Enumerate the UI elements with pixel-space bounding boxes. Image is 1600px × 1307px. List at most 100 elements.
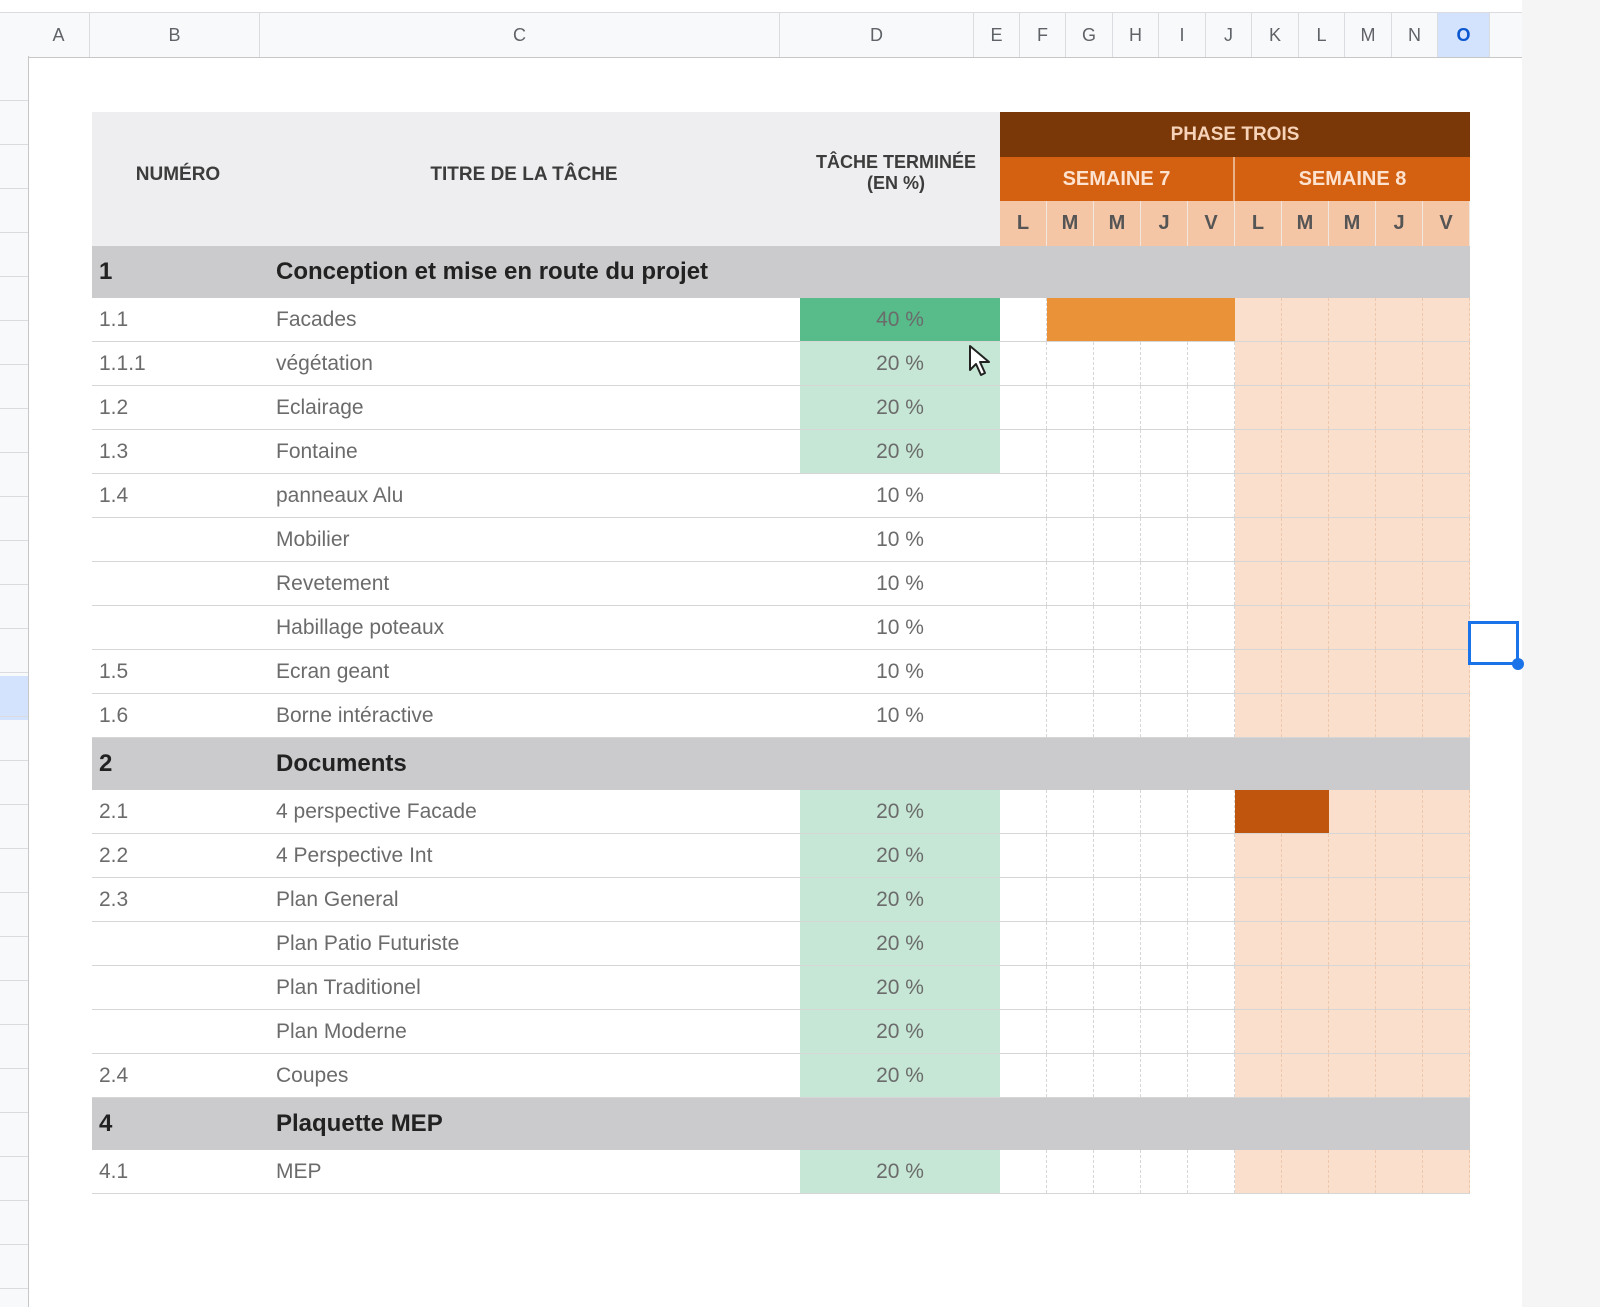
gantt-day-cell[interactable] — [1235, 1054, 1282, 1097]
task-row[interactable]: 1.1.1 végétation 20 % — [92, 342, 1470, 386]
gantt-day-cell[interactable] — [1282, 386, 1329, 429]
gantt-day-cell[interactable] — [1329, 430, 1376, 473]
gantt-day-cell[interactable] — [1000, 342, 1047, 385]
gantt-day-cell[interactable] — [1235, 966, 1282, 1009]
column-header-i[interactable]: I — [1159, 13, 1206, 57]
gantt-day-cell[interactable] — [1188, 834, 1235, 877]
gantt-day-cell[interactable] — [1094, 562, 1141, 605]
gantt-day-cell[interactable] — [1329, 342, 1376, 385]
gantt-day-cell[interactable] — [1329, 386, 1376, 429]
gantt-day-cell[interactable] — [1376, 694, 1423, 737]
gantt-day-cell[interactable] — [1376, 518, 1423, 561]
gantt-day-cell[interactable] — [1282, 922, 1329, 965]
gantt-day-cell[interactable] — [1282, 1150, 1329, 1193]
gantt-day-cell[interactable] — [1376, 386, 1423, 429]
gantt-day-cell[interactable] — [1000, 1010, 1047, 1053]
column-header-n[interactable]: N — [1392, 13, 1438, 57]
gantt-day-cell[interactable] — [1141, 430, 1188, 473]
gantt-day-cell[interactable] — [1141, 1150, 1188, 1193]
gantt-day-cell[interactable] — [1141, 834, 1188, 877]
gantt-day-cell[interactable] — [1329, 562, 1376, 605]
gantt-day-cell[interactable] — [1376, 1150, 1423, 1193]
gantt-day-cell[interactable] — [1423, 1010, 1470, 1053]
column-header-m[interactable]: M — [1345, 13, 1392, 57]
gantt-day-cell[interactable] — [1094, 606, 1141, 649]
column-header-h[interactable]: H — [1113, 13, 1159, 57]
gantt-day-cell[interactable] — [1188, 562, 1235, 605]
gantt-day-cell[interactable] — [1000, 430, 1047, 473]
gantt-day-cell[interactable] — [1094, 1054, 1141, 1097]
task-row[interactable]: 1.2 Eclairage 20 % — [92, 386, 1470, 430]
gantt-day-cell[interactable] — [1423, 878, 1470, 921]
gantt-day-cell[interactable] — [1282, 834, 1329, 877]
gantt-day-cell[interactable] — [1329, 518, 1376, 561]
column-header-b[interactable]: B — [90, 13, 260, 57]
gantt-day-cell[interactable] — [1282, 342, 1329, 385]
gantt-day-cell[interactable] — [1282, 650, 1329, 693]
gantt-day-cell[interactable] — [1000, 298, 1047, 341]
gantt-day-cell[interactable] — [1141, 694, 1188, 737]
task-row[interactable]: 2.2 4 Perspective Int 20 % — [92, 834, 1470, 878]
gantt-day-cell[interactable] — [1047, 386, 1094, 429]
section-row[interactable]: 1 Conception et mise en route du projet — [92, 246, 1470, 298]
gantt-day-cell[interactable] — [1329, 790, 1376, 833]
gantt-day-cell[interactable] — [1094, 1010, 1141, 1053]
gantt-day-cell[interactable] — [1047, 966, 1094, 1009]
gantt-day-cell[interactable] — [1329, 474, 1376, 517]
gantt-day-cell[interactable] — [1235, 878, 1282, 921]
gantt-day-cell[interactable] — [1282, 606, 1329, 649]
gantt-day-cell[interactable] — [1000, 878, 1047, 921]
gantt-day-cell[interactable] — [1000, 922, 1047, 965]
section-row[interactable]: 4 Plaquette MEP — [92, 1098, 1470, 1150]
gantt-day-cell[interactable] — [1235, 474, 1282, 517]
gantt-day-cell[interactable] — [1423, 606, 1470, 649]
gantt-day-cell[interactable] — [1423, 1150, 1470, 1193]
gantt-day-cell[interactable] — [1188, 606, 1235, 649]
gantt-bar-cell[interactable] — [1047, 298, 1094, 341]
gantt-day-cell[interactable] — [1141, 342, 1188, 385]
gantt-bar-cell[interactable] — [1235, 790, 1282, 833]
gantt-day-cell[interactable] — [1141, 650, 1188, 693]
gantt-day-cell[interactable] — [1000, 1150, 1047, 1193]
gantt-day-cell[interactable] — [1094, 834, 1141, 877]
task-row[interactable]: 2.4 Coupes 20 % — [92, 1054, 1470, 1098]
gantt-day-cell[interactable] — [1282, 430, 1329, 473]
gantt-day-cell[interactable] — [1094, 474, 1141, 517]
gantt-day-cell[interactable] — [1329, 298, 1376, 341]
gantt-day-cell[interactable] — [1047, 834, 1094, 877]
gantt-day-cell[interactable] — [1047, 342, 1094, 385]
gantt-day-cell[interactable] — [1047, 518, 1094, 561]
gantt-day-cell[interactable] — [1047, 430, 1094, 473]
gantt-day-cell[interactable] — [1094, 650, 1141, 693]
gantt-bar-cell[interactable] — [1094, 298, 1141, 341]
task-row[interactable]: Plan Moderne 20 % — [92, 1010, 1470, 1054]
gantt-day-cell[interactable] — [1423, 518, 1470, 561]
selected-cell[interactable] — [1468, 621, 1519, 665]
gantt-day-cell[interactable] — [1235, 1150, 1282, 1193]
gantt-day-cell[interactable] — [1376, 790, 1423, 833]
gantt-day-cell[interactable] — [1188, 922, 1235, 965]
gantt-day-cell[interactable] — [1329, 1150, 1376, 1193]
gantt-day-cell[interactable] — [1000, 650, 1047, 693]
gantt-day-cell[interactable] — [1047, 474, 1094, 517]
gantt-day-cell[interactable] — [1188, 386, 1235, 429]
gantt-day-cell[interactable] — [1141, 386, 1188, 429]
gantt-day-cell[interactable] — [1329, 1054, 1376, 1097]
gantt-day-cell[interactable] — [1423, 694, 1470, 737]
gantt-day-cell[interactable] — [1235, 386, 1282, 429]
gantt-day-cell[interactable] — [1376, 474, 1423, 517]
task-row[interactable]: Habillage poteaux 10 % — [92, 606, 1470, 650]
gantt-day-cell[interactable] — [1329, 966, 1376, 1009]
gantt-day-cell[interactable] — [1282, 1010, 1329, 1053]
gantt-day-cell[interactable] — [1376, 1010, 1423, 1053]
gantt-day-cell[interactable] — [1000, 474, 1047, 517]
gantt-day-cell[interactable] — [1188, 694, 1235, 737]
gantt-day-cell[interactable] — [1329, 878, 1376, 921]
gantt-day-cell[interactable] — [1235, 834, 1282, 877]
gantt-day-cell[interactable] — [1047, 650, 1094, 693]
task-row[interactable]: Plan Patio Futuriste 20 % — [92, 922, 1470, 966]
gantt-day-cell[interactable] — [1329, 834, 1376, 877]
gantt-day-cell[interactable] — [1047, 606, 1094, 649]
column-header-g[interactable]: G — [1066, 13, 1113, 57]
gantt-day-cell[interactable] — [1141, 606, 1188, 649]
